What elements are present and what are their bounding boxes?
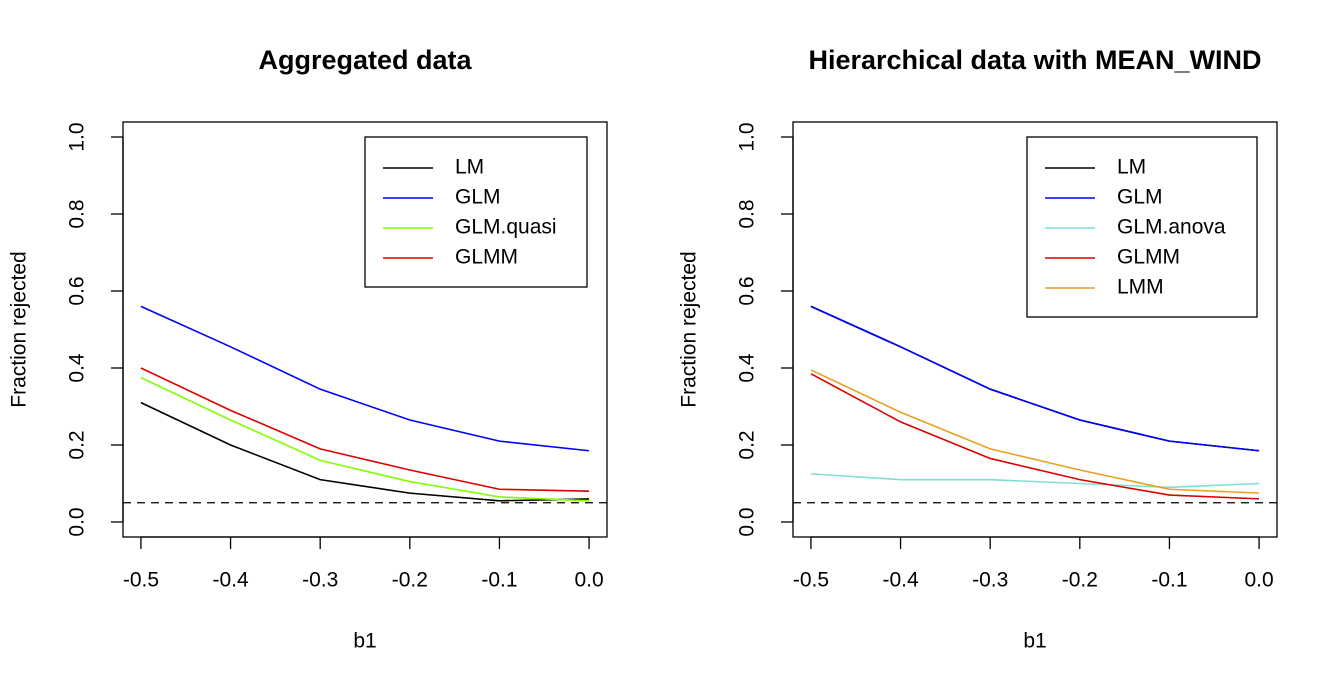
legend-label: LM xyxy=(455,156,484,179)
chart-title: Hierarchical data with MEAN_WIND xyxy=(808,45,1261,75)
chart-title: Aggregated data xyxy=(258,45,472,75)
x-tick-label: -0.1 xyxy=(1151,569,1187,592)
y-axis-label: Fraction rejected xyxy=(8,251,31,407)
y-tick-label: 0.8 xyxy=(66,199,89,228)
x-tick-label: -0.4 xyxy=(882,569,919,592)
y-tick-label: 0.6 xyxy=(66,276,89,305)
series-line xyxy=(810,305,1260,452)
x-axis-label: b1 xyxy=(1023,630,1046,653)
x-tick-label: -0.2 xyxy=(392,569,428,592)
y-tick-label: 0.2 xyxy=(736,430,759,459)
x-tick-label: 0.0 xyxy=(574,569,603,592)
legend-label: GLMM xyxy=(455,246,518,269)
series-line xyxy=(140,367,590,492)
series-line xyxy=(140,401,590,502)
legend-label: GLM.quasi xyxy=(455,216,557,239)
y-tick-label: 0.2 xyxy=(66,430,89,459)
x-tick-label: -0.5 xyxy=(123,569,159,592)
y-tick-label: 0.4 xyxy=(736,353,759,383)
y-tick-label: 1.0 xyxy=(66,122,89,151)
x-tick-label: -0.1 xyxy=(481,569,517,592)
legend-frame xyxy=(364,136,588,288)
y-tick-label: 0.0 xyxy=(736,507,759,536)
x-tick-label: 0.0 xyxy=(1244,569,1273,592)
x-tick-label: -0.3 xyxy=(302,569,338,592)
y-tick-label: 0.4 xyxy=(66,353,89,383)
series-line xyxy=(810,473,1260,489)
x-tick-label: -0.3 xyxy=(972,569,1008,592)
x-tick-label: -0.2 xyxy=(1062,569,1098,592)
series-line xyxy=(810,305,1260,452)
legend-label: GLMM xyxy=(1117,246,1180,269)
series-line xyxy=(810,373,1260,500)
x-tick-label: -0.4 xyxy=(212,569,249,592)
series-line xyxy=(140,376,590,502)
series-line xyxy=(810,369,1260,494)
y-tick-label: 0.6 xyxy=(736,276,759,305)
legend-label: LMM xyxy=(1117,276,1164,299)
series-line xyxy=(140,305,590,452)
x-axis-label: b1 xyxy=(353,630,376,653)
legend-label: GLM xyxy=(455,186,501,209)
legend-label: GLM xyxy=(1117,186,1163,209)
y-tick-label: 0.8 xyxy=(736,199,759,228)
y-axis-label: Fraction rejected xyxy=(678,251,701,407)
x-tick-label: -0.5 xyxy=(793,569,829,592)
legend-frame xyxy=(1026,136,1258,318)
legend-label: GLM.anova xyxy=(1117,216,1226,239)
y-tick-label: 1.0 xyxy=(736,122,759,151)
y-tick-label: 0.0 xyxy=(66,507,89,536)
legend-label: LM xyxy=(1117,156,1146,179)
